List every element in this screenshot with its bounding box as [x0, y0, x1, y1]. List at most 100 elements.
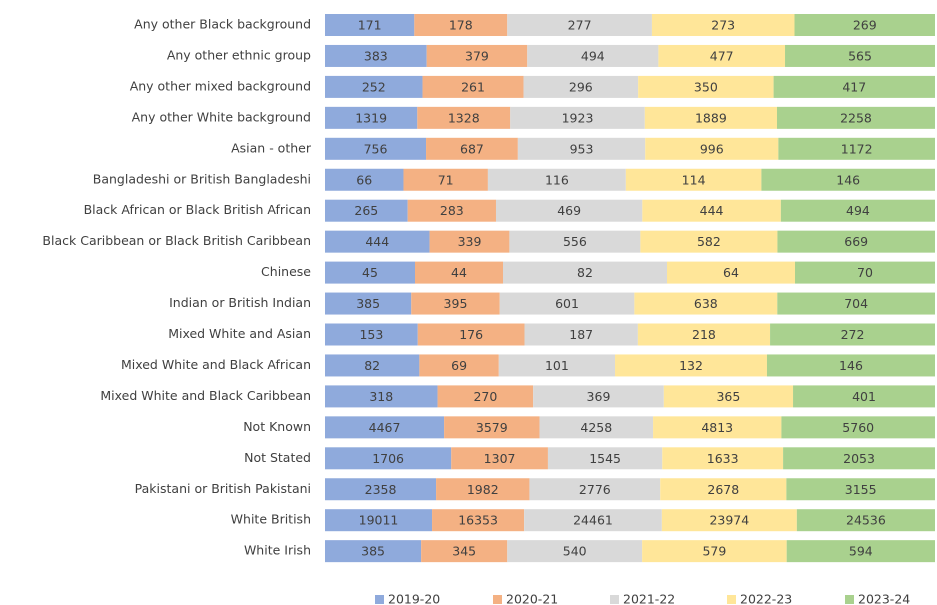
data-label: 132 — [679, 358, 703, 373]
bar-segment — [509, 230, 641, 253]
bar-segment — [432, 509, 525, 532]
data-label: 71 — [438, 172, 454, 187]
bar-segment — [325, 75, 423, 98]
bar-segment — [325, 199, 408, 222]
data-label: 178 — [449, 18, 473, 33]
data-label: 638 — [694, 296, 718, 311]
data-label: 296 — [569, 79, 593, 94]
data-label: 477 — [710, 48, 734, 63]
bar-segment — [422, 75, 524, 98]
data-label: 273 — [711, 18, 735, 33]
data-label: 1328 — [448, 110, 480, 125]
data-label: 101 — [545, 358, 569, 373]
bar-segment — [653, 416, 782, 439]
bar-segment — [645, 137, 779, 160]
data-label: 1706 — [372, 451, 404, 466]
bar-segment — [414, 14, 508, 36]
legend-swatch — [727, 595, 736, 604]
bar-segment — [325, 137, 427, 160]
bar-segment — [325, 478, 437, 501]
bar-segment — [663, 385, 794, 408]
data-label: 116 — [545, 172, 569, 187]
bar-segment — [325, 447, 452, 470]
bar-segment — [781, 416, 935, 439]
bar-segment — [634, 292, 778, 315]
data-label: 383 — [364, 48, 388, 63]
bar-segment — [403, 168, 488, 191]
legend-label: 2022-23 — [740, 592, 792, 605]
data-label: 996 — [700, 141, 724, 156]
data-label: 687 — [460, 141, 484, 156]
data-label: 3155 — [845, 482, 877, 497]
data-label: 601 — [555, 296, 579, 311]
bar-segment — [325, 323, 418, 346]
data-label: 146 — [839, 358, 863, 373]
bar-segment — [533, 385, 664, 408]
legend-swatch — [493, 595, 502, 604]
data-label: 176 — [459, 327, 483, 342]
category-label: Chinese — [261, 264, 311, 279]
bar-segment — [510, 106, 645, 129]
data-label: 494 — [846, 203, 870, 218]
bar-segment — [415, 261, 503, 284]
data-label: 270 — [473, 389, 497, 404]
bar-segment — [487, 168, 626, 191]
bar-segment — [777, 292, 935, 315]
data-label: 1172 — [841, 141, 873, 156]
bar-segment — [524, 509, 662, 532]
data-label: 283 — [440, 203, 464, 218]
bar-segment — [417, 323, 525, 346]
bar-segment — [411, 292, 500, 315]
data-label: 146 — [836, 172, 860, 187]
bar-segment — [780, 199, 935, 222]
data-label: 494 — [581, 48, 605, 63]
data-label: 1982 — [467, 482, 499, 497]
data-label: 66 — [356, 172, 372, 187]
bar-segment — [436, 478, 530, 501]
category-label: Mixed White and Black Caribbean — [100, 388, 311, 403]
data-label: 269 — [853, 18, 877, 33]
bar-segment — [499, 292, 635, 315]
data-label: 171 — [358, 18, 382, 33]
bar-segment — [325, 509, 433, 532]
legend-swatch — [610, 595, 619, 604]
data-label: 756 — [364, 141, 388, 156]
bar-segment — [325, 540, 422, 563]
category-label: Mixed White and Black African — [121, 357, 311, 372]
category-label: Not Stated — [244, 450, 311, 465]
data-label: 252 — [362, 79, 386, 94]
bar-segment — [640, 230, 778, 253]
legend-label: 2020-21 — [506, 592, 558, 605]
bar-segment — [644, 106, 777, 129]
data-label: 24536 — [846, 513, 886, 528]
bar-segment — [796, 509, 935, 532]
data-label: 401 — [852, 389, 876, 404]
bar-segment — [523, 75, 639, 98]
category-label: Pakistani or British Pakistani — [135, 481, 311, 496]
data-label: 395 — [444, 296, 468, 311]
bar-segment — [766, 354, 935, 377]
data-label: 2358 — [365, 482, 397, 497]
data-label: 339 — [458, 234, 482, 249]
data-label: 16353 — [458, 513, 498, 528]
category-label: White Irish — [244, 543, 311, 558]
bar-segment — [407, 199, 496, 222]
bar-segment — [793, 385, 935, 408]
bar-segment — [773, 75, 935, 98]
data-label: 565 — [848, 48, 872, 63]
data-label: 444 — [365, 234, 389, 249]
bar-segment — [547, 447, 663, 470]
data-label: 153 — [359, 327, 383, 342]
category-label: Any other White background — [132, 109, 311, 124]
data-label: 1545 — [589, 451, 621, 466]
category-label: Asian - other — [231, 140, 312, 155]
data-label: 365 — [716, 389, 740, 404]
data-label: 272 — [841, 327, 865, 342]
data-label: 669 — [844, 234, 868, 249]
data-label: 2258 — [840, 110, 872, 125]
data-label: 2678 — [707, 482, 739, 497]
category-label: Not Known — [243, 419, 311, 434]
data-label: 4467 — [369, 420, 401, 435]
bar-segment — [638, 75, 774, 98]
